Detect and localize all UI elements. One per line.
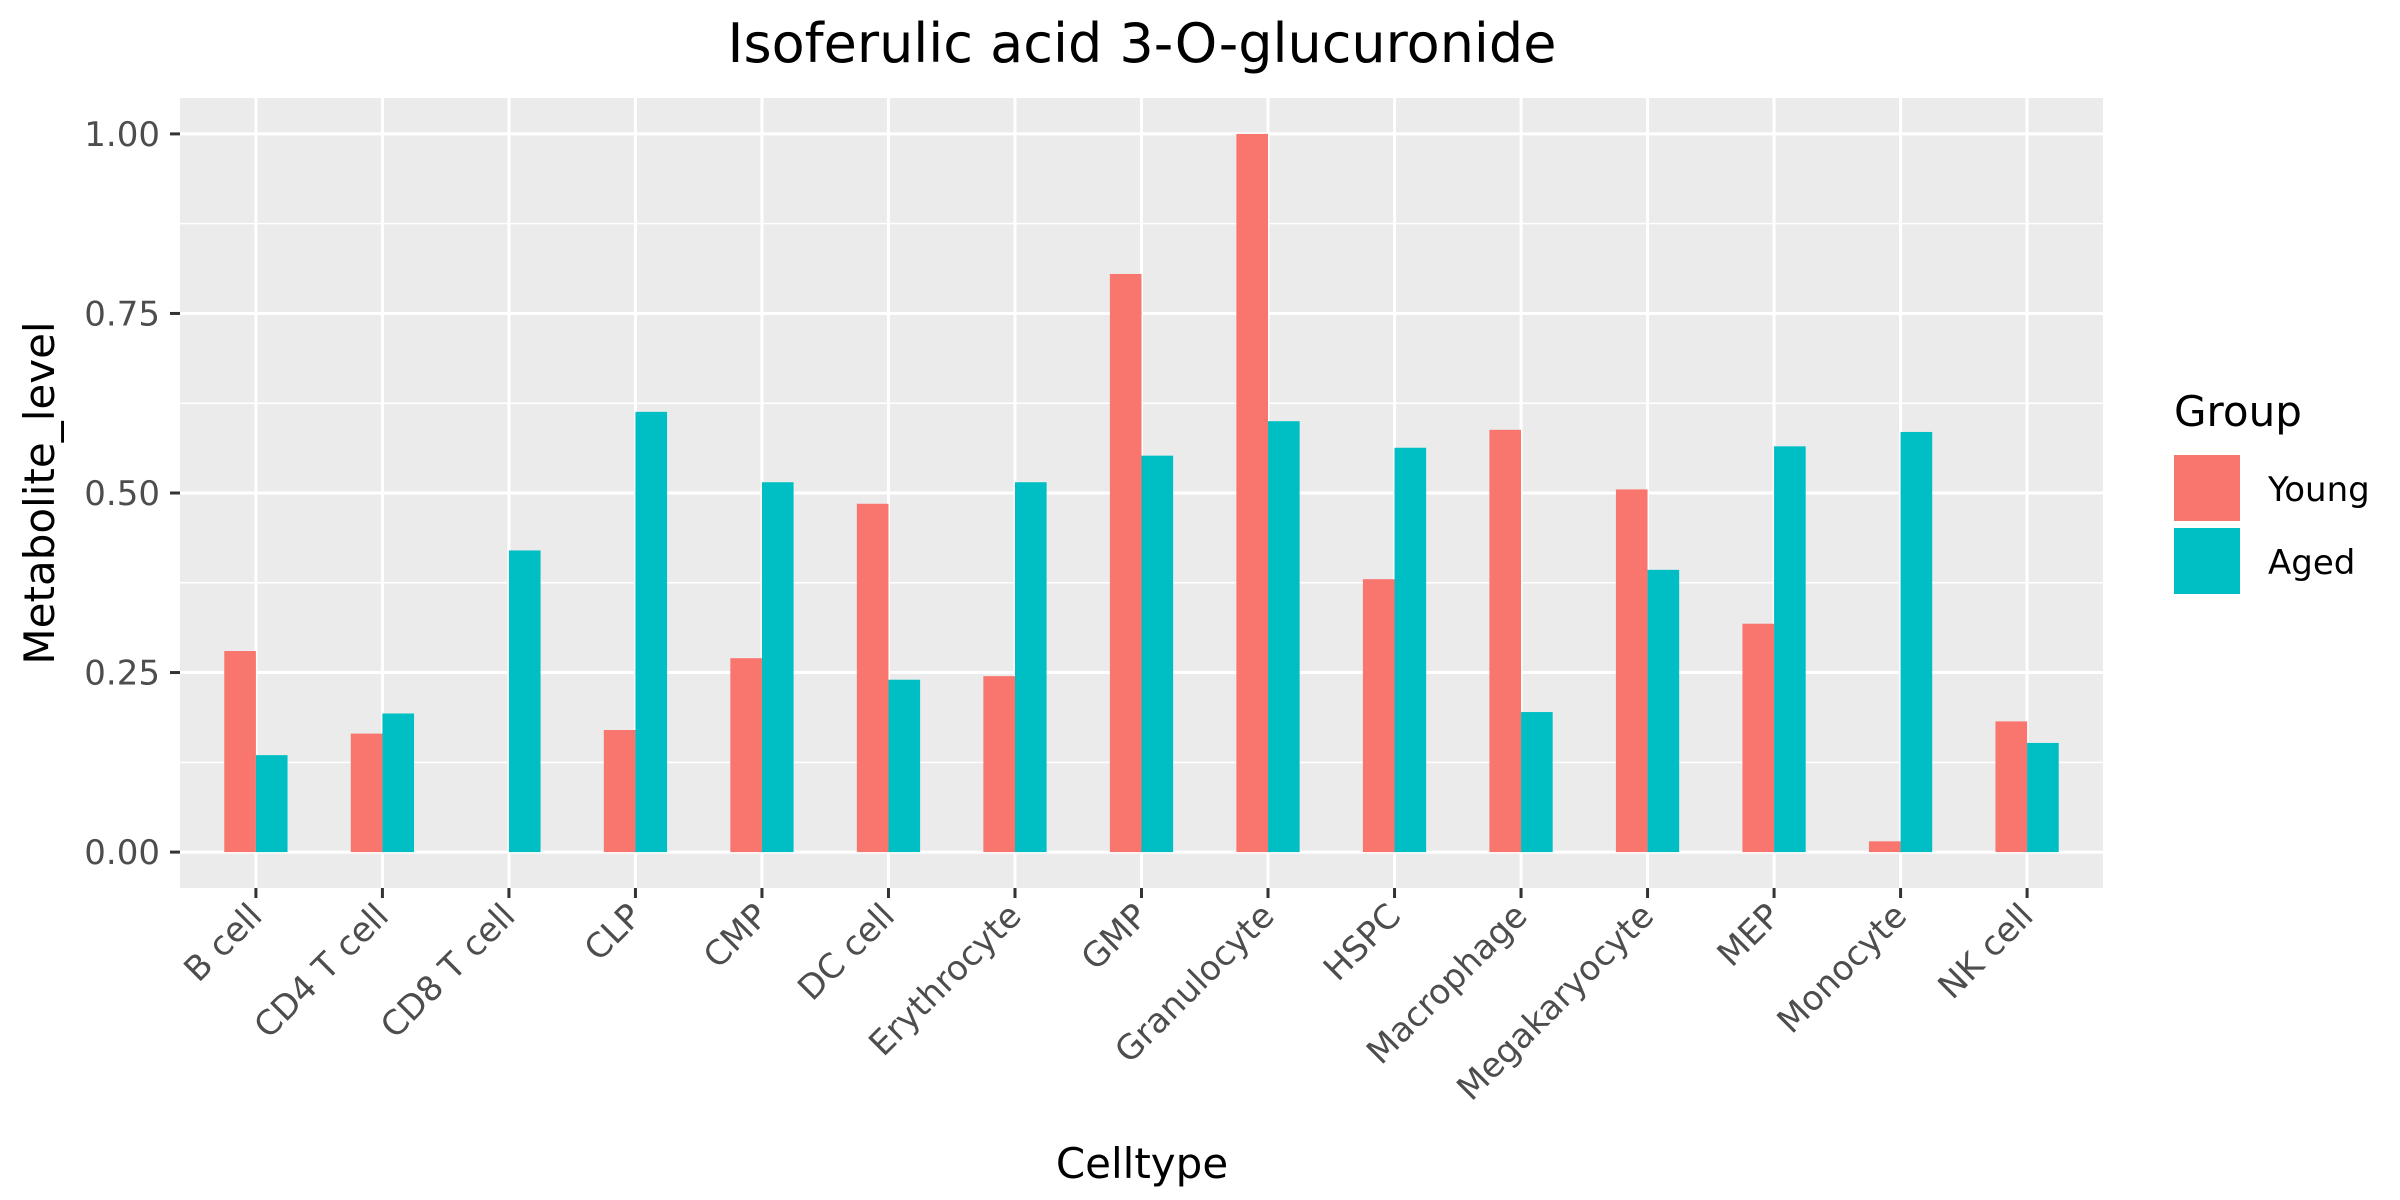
x-tick-label: MEP [1710, 896, 1789, 975]
bar-aged-cd4-t-cell [382, 713, 415, 853]
bar-young-cmp [730, 658, 762, 853]
bar-aged-dc-cell [888, 679, 921, 853]
y-axis: 0.00 0.25 0.50 0.75 1.00 [84, 115, 180, 873]
bar-aged-macrophage [1521, 712, 1553, 853]
bar-young-clp [603, 730, 636, 853]
bar-aged-clp [635, 411, 668, 853]
bar-aged-nk-cell [2027, 742, 2059, 853]
x-tick-label: CD8 T cell [373, 896, 523, 1046]
y-axis-title: Metabolite_level [15, 321, 64, 664]
x-tick-label: CLP [577, 896, 650, 969]
bar-aged-cmp [761, 482, 794, 853]
x-tick-label: CD4 T cell [247, 896, 397, 1046]
bar-aged-gmp [1141, 455, 1174, 853]
y-tick-label: 0.00 [84, 833, 160, 873]
x-tick-label: B cell [176, 896, 270, 990]
bar-young-nk-cell [1995, 721, 2028, 853]
legend-key-aged [2174, 528, 2240, 594]
legend-key-young [2174, 455, 2240, 521]
chart-title: Isoferulic acid 3-O-glucuronide [728, 12, 1557, 75]
bar-young-megakaryocyte [1615, 489, 1648, 853]
bar-young-dc-cell [856, 503, 889, 853]
legend-title: Group [2174, 387, 2302, 436]
x-tick-label: NK cell [1930, 896, 2041, 1007]
bar-aged-mep [1774, 446, 1806, 853]
bar-young-gmp [1109, 273, 1142, 853]
bar-aged-cd8-t-cell [508, 550, 541, 853]
bar-young-monocyte [1868, 841, 1901, 853]
bar-young-cd4-t-cell [350, 733, 383, 853]
y-tick-label: 0.75 [84, 294, 160, 334]
bar-aged-b-cell [255, 755, 288, 853]
x-tick-label: HSPC [1316, 896, 1409, 989]
bar-young-erythrocyte [983, 676, 1015, 853]
x-tick-label: Monocyte [1770, 896, 1915, 1041]
y-tick-label: 0.25 [84, 654, 160, 694]
y-tick-label: 1.00 [84, 115, 160, 155]
bar-aged-megakaryocyte [1647, 569, 1680, 853]
x-tick-label: DC cell [790, 896, 903, 1009]
legend: Group Young Aged [2174, 387, 2370, 594]
x-axis-title: Celltype [1056, 1139, 1228, 1188]
bar-young-macrophage [1489, 429, 1522, 853]
bar-aged-erythrocyte [1014, 482, 1047, 853]
y-tick-label: 0.50 [84, 474, 160, 514]
bar-young-b-cell [224, 651, 256, 853]
bar-young-granulocyte [1236, 133, 1269, 853]
bar-aged-granulocyte [1268, 421, 1300, 853]
bar-aged-monocyte [1900, 431, 1933, 853]
x-tick-label: CMP [696, 896, 776, 976]
legend-label-young: Young [2267, 470, 2370, 510]
bar-aged-hspc [1394, 447, 1427, 853]
bar-young-mep [1742, 623, 1775, 853]
bars [224, 133, 2059, 853]
bar-young-hspc [1362, 579, 1395, 853]
x-tick-label: GMP [1074, 896, 1156, 978]
legend-label-aged: Aged [2268, 543, 2355, 583]
